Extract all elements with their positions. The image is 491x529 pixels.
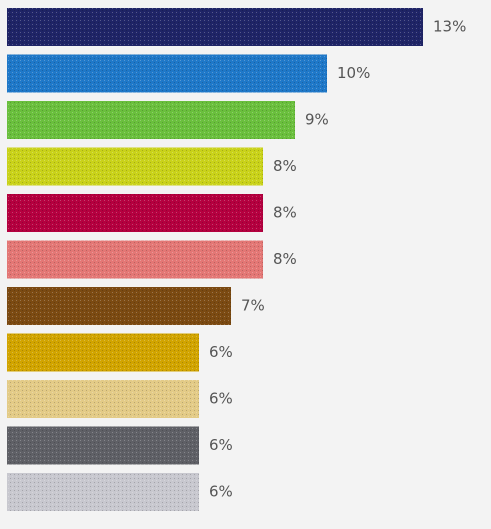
- value-label-11: 6%: [209, 483, 233, 501]
- bar-texture-8: [7, 333, 199, 372]
- value-label-9: 6%: [209, 390, 233, 408]
- bar-texture-3: [7, 101, 295, 139]
- value-labels-layer: 13% 10% 9% 8% 8% 8% 7% 6% 6% 6% 6%: [209, 18, 466, 501]
- bars-layer: [7, 8, 423, 511]
- value-label-1: 13%: [433, 18, 466, 36]
- bar-texture-6: [7, 240, 263, 279]
- value-label-2: 10%: [337, 64, 370, 82]
- value-label-10: 6%: [209, 436, 233, 454]
- bar-texture-10: [7, 426, 199, 465]
- value-label-3: 9%: [305, 111, 329, 129]
- bar-texture-1: [7, 8, 423, 46]
- value-label-5: 8%: [273, 204, 297, 222]
- bar-texture-7: [7, 287, 231, 325]
- bar-texture-11: [7, 473, 199, 511]
- bar-texture-5: [7, 194, 263, 232]
- value-label-6: 8%: [273, 250, 297, 268]
- value-label-4: 8%: [273, 157, 297, 175]
- bar-texture-9: [7, 380, 199, 418]
- value-label-8: 6%: [209, 343, 233, 361]
- bar-texture-2: [7, 54, 327, 93]
- bar-texture-4: [7, 147, 263, 186]
- value-label-7: 7%: [241, 297, 265, 315]
